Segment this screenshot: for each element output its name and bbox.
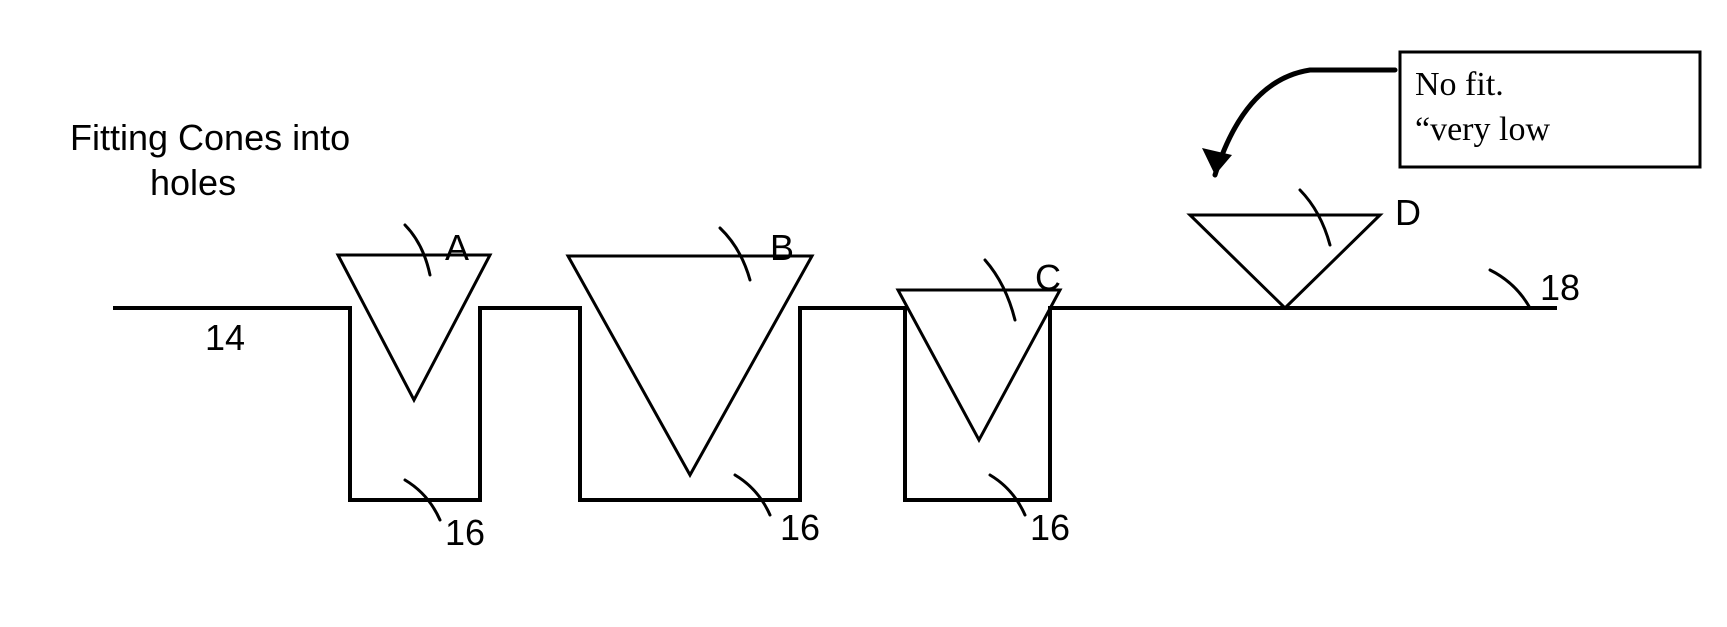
label-cone-A: A xyxy=(445,227,469,268)
label-16c: 16 xyxy=(1030,507,1070,548)
label-16b: 16 xyxy=(780,507,820,548)
label-cone-D: D xyxy=(1395,192,1421,233)
label-14: 14 xyxy=(205,317,245,358)
title-line2: holes xyxy=(150,162,236,203)
label-18: 18 xyxy=(1540,267,1580,308)
label-cone-B: B xyxy=(770,227,794,268)
callout-line1: No fit. xyxy=(1415,66,1504,103)
title-line1: Fitting Cones into xyxy=(70,117,350,158)
callout-line2: “very low xyxy=(1415,111,1550,148)
label-16a: 16 xyxy=(445,512,485,553)
label-cone-C: C xyxy=(1035,257,1061,298)
